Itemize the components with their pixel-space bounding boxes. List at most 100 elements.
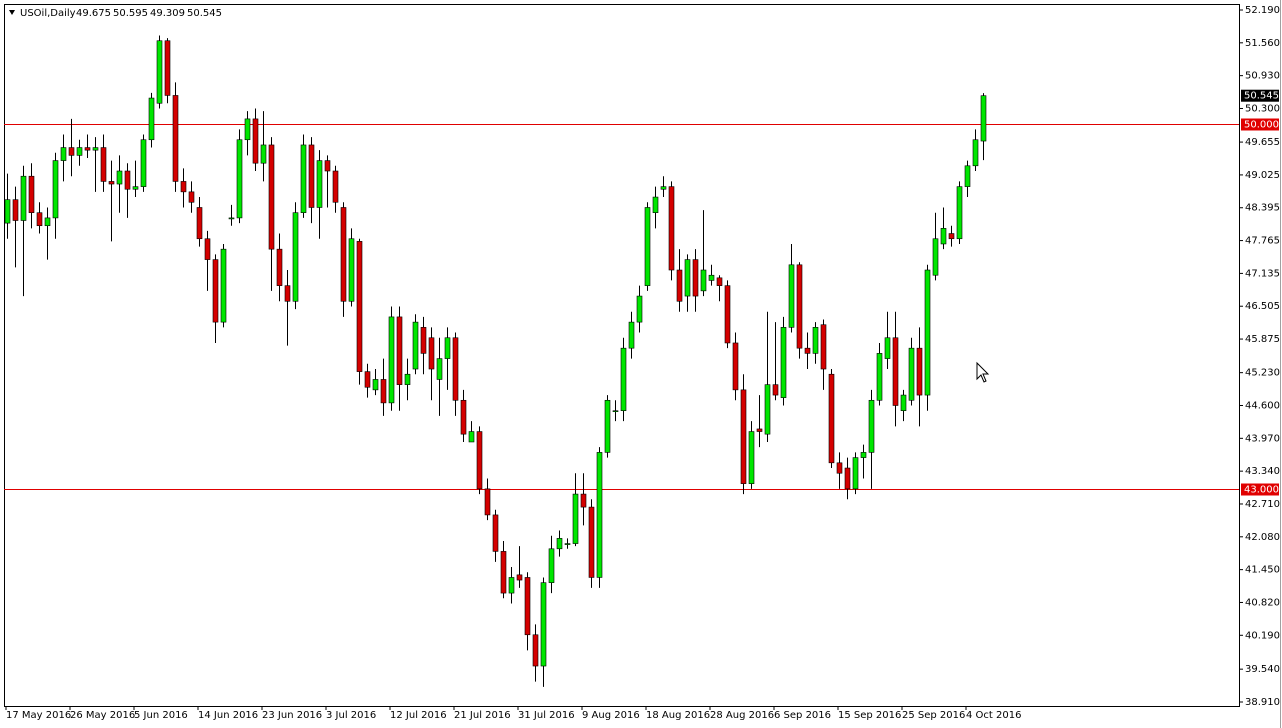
x-tick-label: 17 May 2016 [6,710,71,721]
plot-frame [4,4,1240,707]
candle-body [964,165,971,187]
candle-body [116,170,123,185]
candle-body [772,384,779,396]
price-tag [1241,483,1279,496]
candle-body [660,186,667,190]
candle-body [172,95,179,182]
candle-body [540,582,547,667]
header-value: 49.309 [150,8,185,19]
candle-body [188,191,195,203]
candle-body [228,217,235,220]
candle-body [780,327,787,398]
candle-body [92,147,99,151]
x-tick-label: 31 Jul 2016 [518,710,575,721]
candle-body [812,327,819,354]
candle-body [268,144,275,250]
candle-body [788,264,795,328]
current-price-label: 50.545 [1244,91,1279,102]
candle-body [124,170,131,190]
candle-body [444,337,451,359]
candle-body [252,118,259,164]
y-tick-label: 42.080 [1245,532,1280,543]
candle-body [668,186,675,271]
candle-body [956,186,963,240]
candle-body [436,358,443,380]
candle-body [316,160,323,208]
mouse-cursor [976,361,990,383]
candle-body [732,342,739,391]
candle-body [244,118,251,141]
candle-body [892,337,899,406]
candle-body [204,238,211,260]
y-tick-label: 49.655 [1245,137,1280,148]
candle-body [356,241,363,372]
candle-body [756,428,763,432]
header-value: 50.545 [187,8,222,19]
candle-body [588,506,595,578]
candle-body [684,259,691,297]
candle-body [148,97,155,141]
candle-body [380,379,387,404]
candle-body [908,347,915,401]
candle-body [676,269,683,302]
candle-body [692,259,699,297]
candle-body [12,199,19,221]
x-tick-label: 25 Sep 2016 [902,710,965,721]
candle-body [868,399,875,453]
candle-body [844,467,851,490]
candle-body [84,147,91,151]
y-tick-label: 41.450 [1245,565,1280,576]
candle-body [636,295,643,323]
chart-title: USOil,Daily [20,8,76,19]
candle-body [324,160,331,172]
candle-body [476,431,483,490]
candle-body [364,371,371,388]
x-tick-label: 12 Jul 2016 [390,710,447,721]
candle-body [308,144,315,208]
candle-body [236,139,243,219]
price-tag [1241,118,1279,131]
y-tick-label: 47.135 [1245,268,1280,279]
candle-body [284,285,291,302]
candle-body [916,347,923,396]
candle-body [68,147,75,156]
candle-body [340,207,347,302]
candle-body [748,431,755,484]
candle-body [508,577,515,594]
x-tick-label: 3 Jul 2016 [326,710,376,721]
candle-body [836,462,843,474]
candle-body [300,144,307,213]
candle-body [900,394,907,412]
candle-body [452,337,459,401]
y-tick-label: 39.540 [1245,664,1280,675]
price-tag-label: 43.000 [1244,485,1279,496]
candle-body [404,373,411,385]
candle-body [564,543,571,545]
candle-body [140,139,147,187]
y-tick-label: 50.300 [1245,103,1280,114]
candle-body [860,452,867,458]
x-tick-label: 28 Aug 2016 [710,710,774,721]
candle-body [620,347,627,412]
candle-body [924,269,931,396]
candle-body [764,384,771,435]
price-tag-label: 50.000 [1244,120,1279,131]
candle-body [516,574,523,581]
candle-body [580,493,587,508]
candle-body [932,238,939,276]
y-tick-label: 43.340 [1245,466,1280,477]
candle-body [884,337,891,359]
candle-body [180,181,187,193]
candle-body [260,144,267,164]
candle-body [652,196,659,213]
y-tick-label: 45.230 [1245,368,1280,379]
candle-body [108,181,115,185]
candle-body [492,514,499,552]
candle-body [44,217,51,227]
candle-body [388,316,395,404]
y-tick-label: 38.910 [1245,697,1280,708]
x-tick-label: 5 Jun 2016 [134,710,188,721]
x-tick-label: 15 Sep 2016 [838,710,901,721]
candle-body [196,207,203,240]
